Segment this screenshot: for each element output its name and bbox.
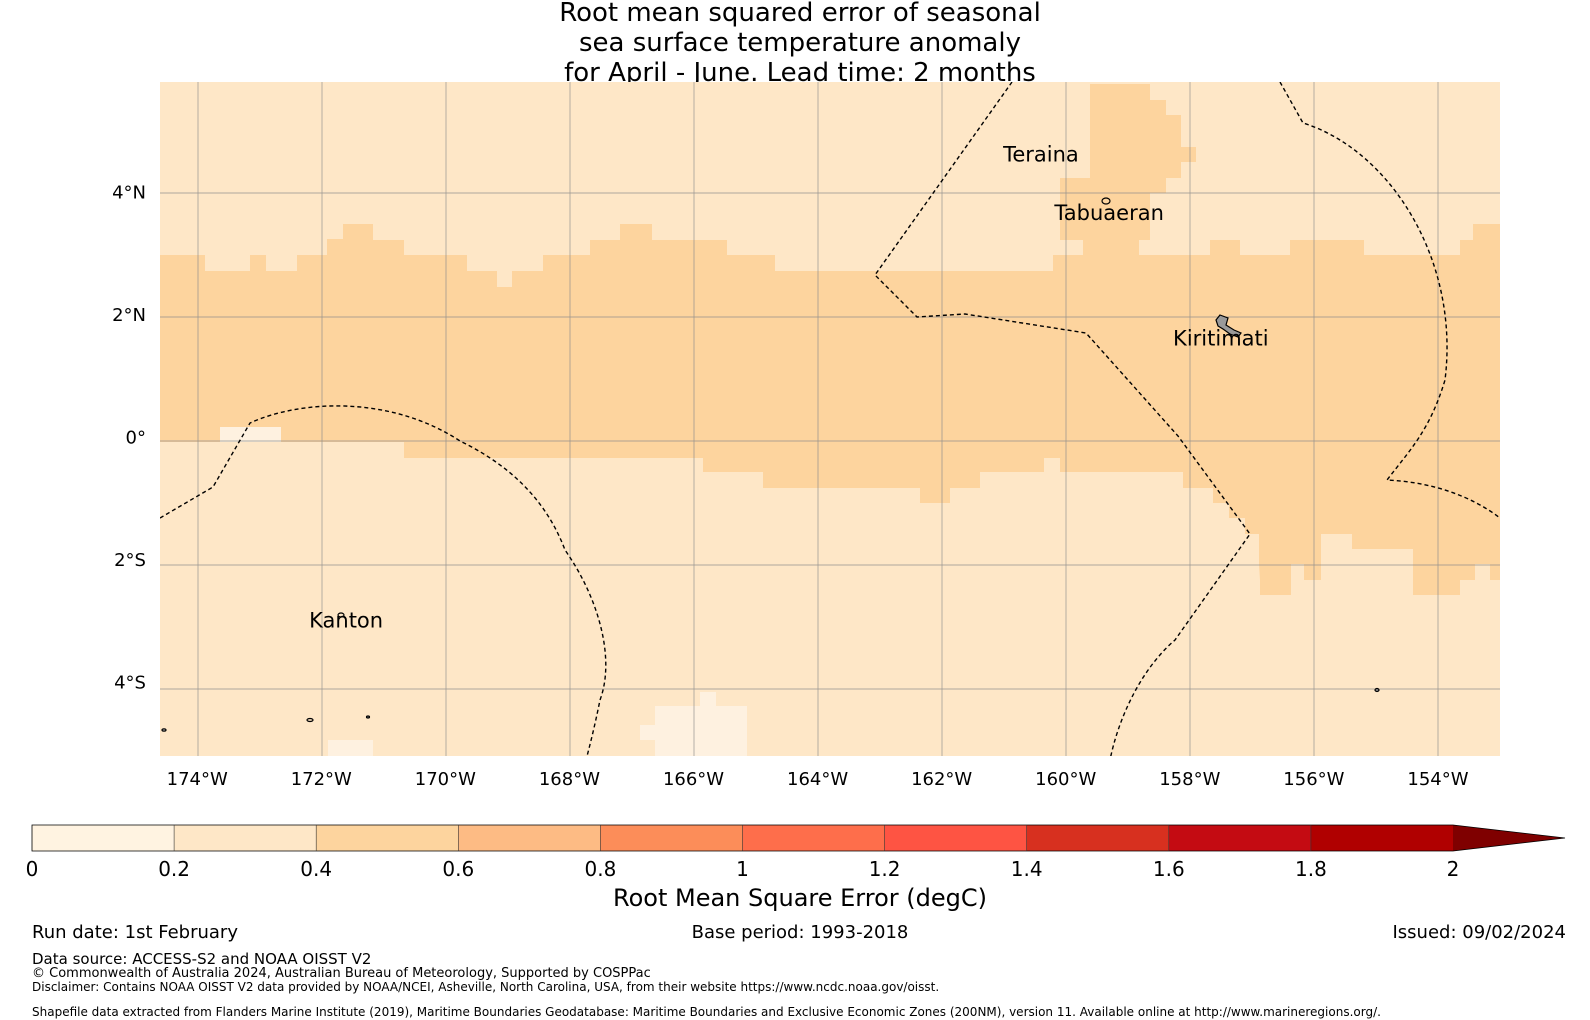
- colorbar-segment: [32, 825, 175, 851]
- colorbar-segment: [742, 825, 886, 851]
- colorbar-tick-label: 0.2: [158, 857, 190, 881]
- rmse-patch-teraina: [1060, 84, 1196, 240]
- x-tick-label: 168°W: [539, 769, 600, 790]
- colorbar-segment: [1310, 825, 1454, 851]
- x-tick-label: 170°W: [415, 769, 476, 790]
- rmse-patch-light-south-1: [640, 692, 747, 756]
- rmse-patch-light-kanton: [220, 427, 281, 442]
- island-tabuaeran: [1101, 197, 1111, 205]
- x-tick-label: 160°W: [1035, 769, 1096, 790]
- x-tick-label: 154°W: [1407, 769, 1468, 790]
- y-tick-label: 2°S: [114, 550, 146, 571]
- place-label-tabuaeran: Tabuaeran: [1053, 201, 1163, 225]
- y-tick-label: 4°S: [114, 672, 146, 693]
- base-period: Base period: 1993-2018: [691, 922, 909, 943]
- island-kiritimati: [1215, 314, 1242, 338]
- graticule: [160, 82, 1500, 756]
- colorbar-segment: [884, 825, 1028, 851]
- islands: [161, 197, 1380, 732]
- x-tick-label: 172°W: [291, 769, 352, 790]
- colorbar-tick-label: 2: [1447, 857, 1460, 881]
- x-tick-label: 156°W: [1283, 769, 1344, 790]
- colorbar-tick-label: 0.6: [442, 857, 474, 881]
- island-small-1: [306, 717, 314, 723]
- copyright: © Commonwealth of Australia 2024, Austra…: [32, 966, 651, 981]
- colorbar-tick-label: 1.8: [1295, 857, 1327, 881]
- colorbar-extend-arrow: [1453, 825, 1565, 851]
- run-date: Run date: 1st February: [32, 922, 238, 943]
- place-label-kanton: Kanton: [309, 608, 383, 632]
- x-tick-label: 158°W: [1159, 769, 1220, 790]
- x-tick-label: 166°W: [663, 769, 724, 790]
- island-kanton: [337, 612, 345, 618]
- place-label-teraina: Teraina: [1002, 143, 1079, 167]
- colorbar: 0 0.2 0.4 0.6 0.8 1 1.2 1.4 1.6 1.8 2: [26, 824, 1566, 881]
- place-labels: Teraina Tabuaeran Kiritimati Kanton: [309, 143, 1268, 633]
- eez-boundary-kanton: [160, 405, 607, 756]
- island-small-2: [1374, 687, 1380, 693]
- colorbar-label: Root Mean Square Error (degC): [613, 884, 987, 912]
- colorbar-segment: [316, 825, 459, 851]
- issued-date: Issued: 09/02/2024: [1392, 922, 1566, 943]
- colorbar-segment: [174, 825, 317, 851]
- colorbar-segment: [458, 825, 601, 851]
- colorbar-segment: [600, 825, 743, 851]
- disclaimer: Disclaimer: Contains NOAA OISST V2 data …: [32, 980, 940, 994]
- y-tick-label: 2°N: [112, 305, 146, 326]
- colorbar-tick-label: 0.8: [584, 857, 616, 881]
- shapefile-credit: Shapefile data extracted from Flanders M…: [32, 1005, 1381, 1019]
- title-line-1: Root mean squared error of seasonal: [559, 0, 1041, 28]
- colorbar-tick-label: 1.2: [869, 857, 901, 881]
- x-tick-label: 174°W: [167, 769, 228, 790]
- eez-boundary-line-islands: [874, 82, 1251, 756]
- colorbar-segment: [1168, 825, 1312, 851]
- x-tick-label: 162°W: [911, 769, 972, 790]
- x-axis-ticks: 174°W 172°W 170°W 168°W 166°W 164°W 162°W 160°W…: [167, 769, 1469, 790]
- y-axis-ticks: 4°N 2°N 0° 2°S 4°S: [112, 182, 146, 693]
- island-small-4: [161, 728, 167, 732]
- y-tick-label: 4°N: [112, 182, 146, 203]
- eez-boundaries: [160, 82, 1500, 756]
- island-small-3: [365, 715, 371, 719]
- x-tick-label: 164°W: [787, 769, 848, 790]
- colorbar-tick-label: 1.4: [1011, 857, 1043, 881]
- rmse-patch-light-south-2: [328, 740, 373, 756]
- place-label-kiritimati: Kiritimati: [1173, 326, 1269, 350]
- colorbar-tick-label: 1: [736, 857, 749, 881]
- colorbar-tick-label: 0: [26, 857, 39, 881]
- y-tick-label: 0°: [126, 427, 146, 448]
- colorbar-segment: [1026, 825, 1170, 851]
- title-line-2: sea surface temperature anomaly: [579, 28, 1021, 58]
- colorbar-tick-label: 1.6: [1153, 857, 1185, 881]
- colorbar-outline: [31, 824, 1566, 852]
- colorbar-tick-label: 0.4: [300, 857, 332, 881]
- data-source: Data source: ACCESS-S2 and NOAA OISST V2: [32, 950, 372, 968]
